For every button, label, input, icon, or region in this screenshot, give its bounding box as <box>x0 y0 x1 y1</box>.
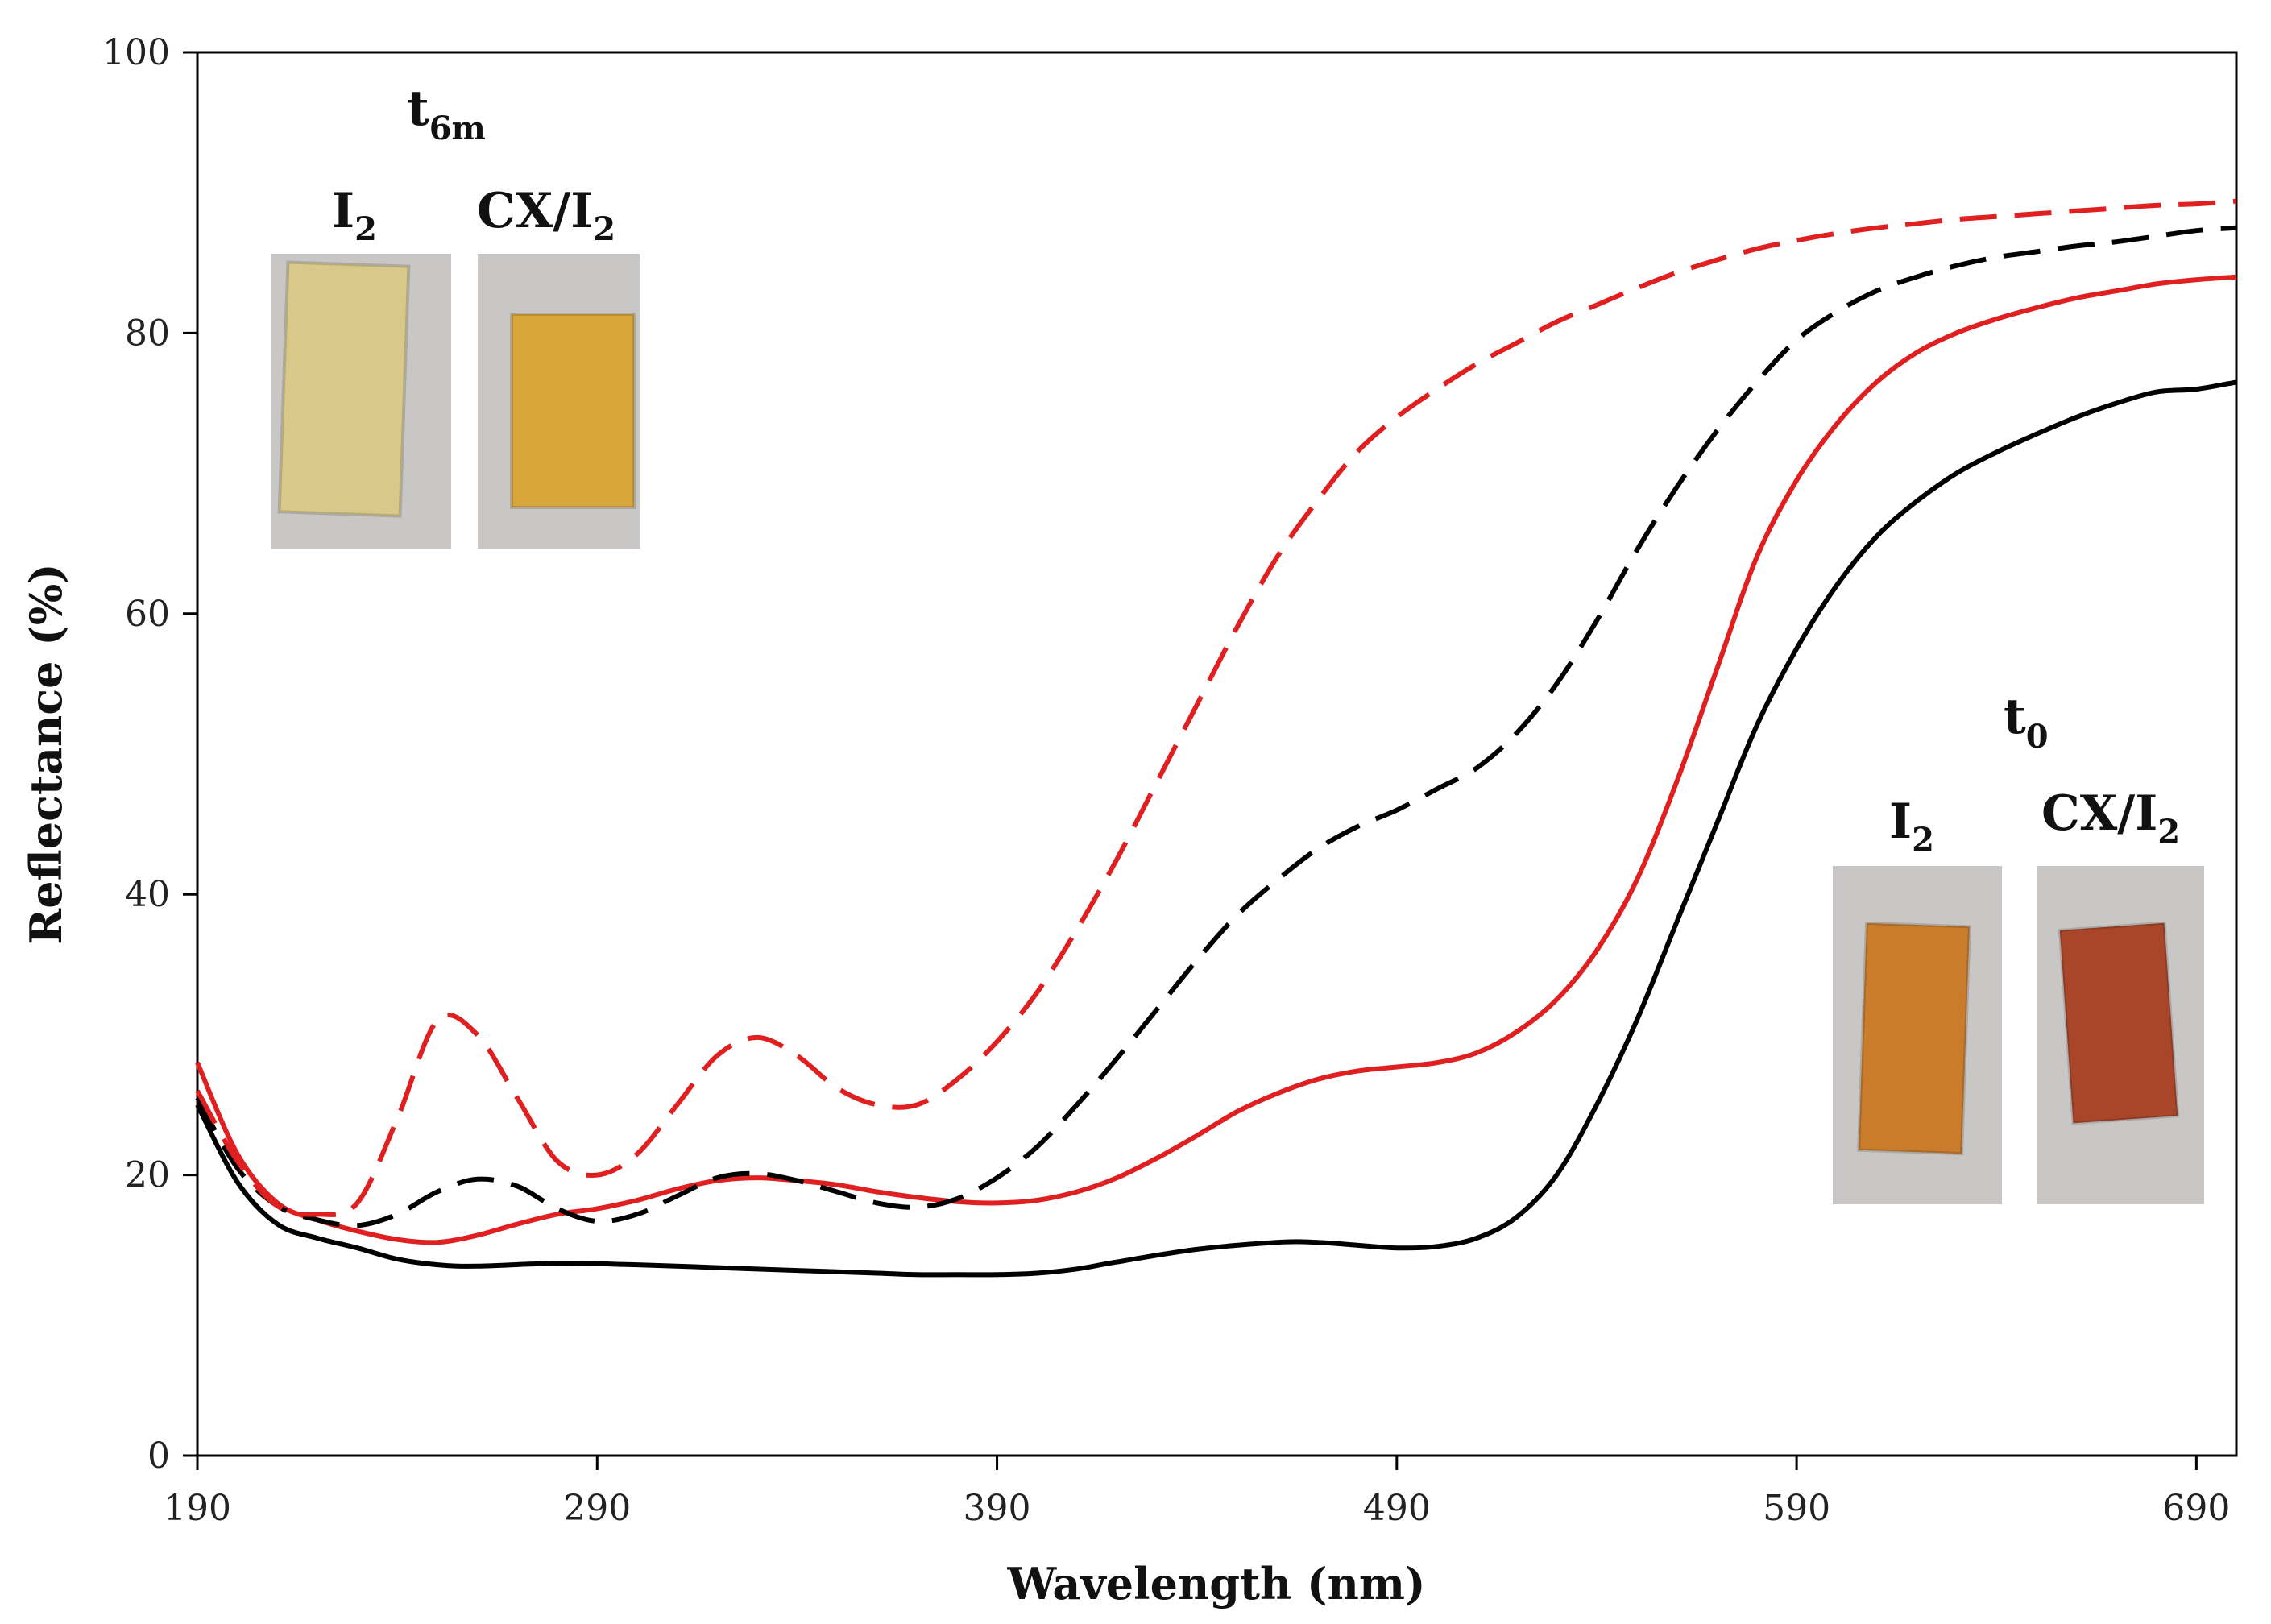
y-axis: 0 20 40 60 80 100 <box>102 32 197 1477</box>
series-line-i2-t6m <box>195 225 2237 1228</box>
series-line-i2-t0 <box>195 379 2237 1278</box>
y-tick-label: 20 <box>125 1155 170 1196</box>
photo-t6m-cxi2 <box>478 254 640 549</box>
series-layer <box>195 198 2237 1278</box>
inset-t6m: t6m I2 CX/I2 <box>271 81 640 549</box>
y-axis-title: Reflectance (%) <box>20 563 72 944</box>
x-tick-label: 590 <box>1763 1488 1830 1529</box>
y-tick-label: 0 <box>147 1436 170 1477</box>
inset-t0-label-cxi2: CX/I2 <box>2041 785 2180 851</box>
x-axis-title: Wavelength (nm) <box>1006 1558 1425 1610</box>
inset-t0-label-i2: I2 <box>1889 793 1934 859</box>
inset-t6m-title: t6m <box>407 81 486 147</box>
y-tick-label: 60 <box>125 594 170 635</box>
inset-t0-title: t0 <box>2004 689 2049 756</box>
x-tick-label: 690 <box>2162 1488 2230 1529</box>
inset-t0: t0 I2 CX/I2 <box>1833 689 2204 1204</box>
photo-t0-cxi2 <box>2037 866 2204 1204</box>
y-tick-label: 40 <box>125 874 170 915</box>
y-tick-label: 80 <box>125 313 170 354</box>
series-line-cx-i2-t0 <box>195 274 2237 1245</box>
photo-t6m-i2 <box>271 254 451 549</box>
inset-t6m-label-cxi2: CX/I2 <box>477 183 615 248</box>
x-tick-label: 390 <box>964 1488 1031 1529</box>
y-tick-label: 100 <box>102 32 170 73</box>
x-tick-label: 490 <box>1363 1488 1431 1529</box>
x-tick-label: 190 <box>164 1488 231 1529</box>
x-tick-label: 290 <box>563 1488 631 1529</box>
plot-area <box>196 51 2238 1457</box>
inset-t6m-label-i2: I2 <box>332 183 377 248</box>
x-axis: 190 290 390 490 590 690 <box>164 1456 2230 1529</box>
photo-t0-i2 <box>1833 866 2002 1204</box>
series-line-cx-i2-t6m <box>195 198 2237 1217</box>
